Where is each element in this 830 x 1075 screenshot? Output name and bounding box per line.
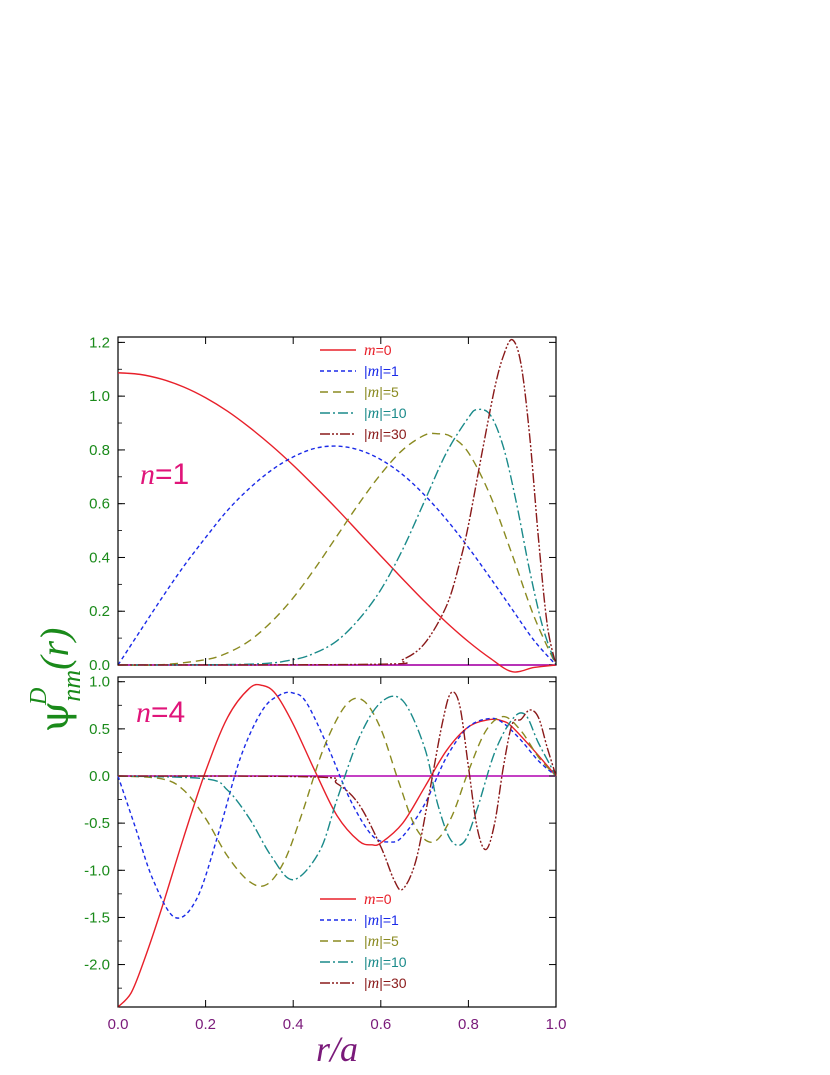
top-series-line-3: [117, 408, 557, 666]
bottom-legend-label: |m|=10: [364, 954, 407, 971]
y-axis-label-text: ψD nm(r): [26, 628, 86, 733]
bottom-legend-label: |m|=5: [364, 933, 399, 950]
bottom-panel: -2.0-1.5-1.0-0.50.00.51.0 n=4 m=0|m|=1|m…: [84, 337, 566, 1033]
xtick-label: 0.6: [370, 1016, 391, 1033]
top-legend-label: |m|=30: [364, 426, 407, 443]
xtick-label: 0.4: [283, 1016, 304, 1033]
bottom-ytick-label: -0.5: [84, 815, 110, 832]
xtick-label: 0.2: [195, 1016, 216, 1033]
panel-label-n1-var: n: [140, 458, 155, 491]
bottom-series-line-1: [117, 691, 557, 919]
top-panel-frame: [117, 336, 557, 666]
bottom-legend-label: m=0: [364, 891, 392, 908]
bottom-ytick-label: 0.5: [89, 721, 110, 738]
top-ytick-label: 1.2: [89, 334, 110, 351]
bottom-series-line-4: [117, 691, 557, 891]
top-ytick-label: 0.6: [89, 496, 110, 513]
bottom-legend: m=0 |m|=1 |m|=5 |m|=10 |m|=30: [320, 891, 407, 992]
bottom-series-line-3: [117, 695, 557, 881]
bottom-ytick-label: -1.5: [84, 909, 110, 926]
panel-label-n1: n=1: [140, 458, 189, 491]
top-legend: m=0 |m|=1 |m|=5 |m|=10 |m|=30: [320, 342, 407, 443]
y-label-arg: (r): [32, 628, 77, 670]
top-legend-label: |m|=10: [364, 405, 407, 422]
bottom-ytick-label: -1.0: [84, 862, 110, 879]
top-series-line-1: [117, 445, 557, 666]
top-ytick-label: 1.0: [89, 388, 110, 405]
y-axis-label: ψD nm(r): [26, 628, 86, 733]
bottom-series-line-0: [117, 683, 557, 1008]
top-legend-label: m=0: [364, 342, 392, 359]
x-axis-label: r/a: [316, 1029, 358, 1069]
bottom-ytick-label: 0.0: [89, 768, 110, 785]
bottom-legend-label: |m|=30: [364, 975, 407, 992]
bottom-legend-label: |m|=1: [364, 912, 399, 929]
bottom-panel-frame: [117, 676, 557, 1008]
top-series-line-0: [117, 372, 557, 673]
y-label-sub: nm: [57, 670, 86, 702]
top-ytick-label: 0.4: [89, 549, 110, 566]
panel-label-n1-rest: =1: [155, 458, 189, 491]
top-series-group: [117, 338, 557, 673]
top-series-line-4: [117, 338, 557, 666]
y-label-psi: ψ: [32, 701, 78, 732]
panel-label-n4: n=4: [136, 696, 185, 729]
xtick-label: 0.0: [108, 1016, 129, 1033]
top-legend-label: |m|=1: [364, 363, 399, 380]
bottom-ytick-label: 1.0: [89, 674, 110, 691]
y-label-sup: D: [26, 688, 52, 706]
top-y-ticks: 0.0 0.2 0.4 0.6 0.8 1.0 1.2: [89, 334, 556, 674]
bottom-series-group: [117, 683, 557, 1008]
top-ytick-label: 0.8: [89, 442, 110, 459]
top-ytick-label: 0.2: [89, 603, 110, 620]
panel-label-n4-rest: =4: [151, 696, 185, 729]
bottom-ytick-label: -2.0: [84, 957, 110, 974]
top-series-line-2: [117, 432, 557, 666]
top-ytick-label: 0.0: [89, 657, 110, 674]
xtick-label: 0.8: [458, 1016, 479, 1033]
bottom-series-line-2: [117, 697, 557, 887]
x-ticks: 0.0 0.2 0.4 0.6 0.8 1.0: [108, 337, 567, 1033]
top-panel: 0.0 0.2 0.4 0.6 0.8 1.0 1.2 n=1 m=0 |m|=1 |m|=5 |…: [89, 334, 557, 674]
panel-label-n4-var: n: [136, 696, 151, 729]
xtick-label: 1.0: [546, 1016, 567, 1033]
top-legend-label: |m|=5: [364, 384, 399, 401]
